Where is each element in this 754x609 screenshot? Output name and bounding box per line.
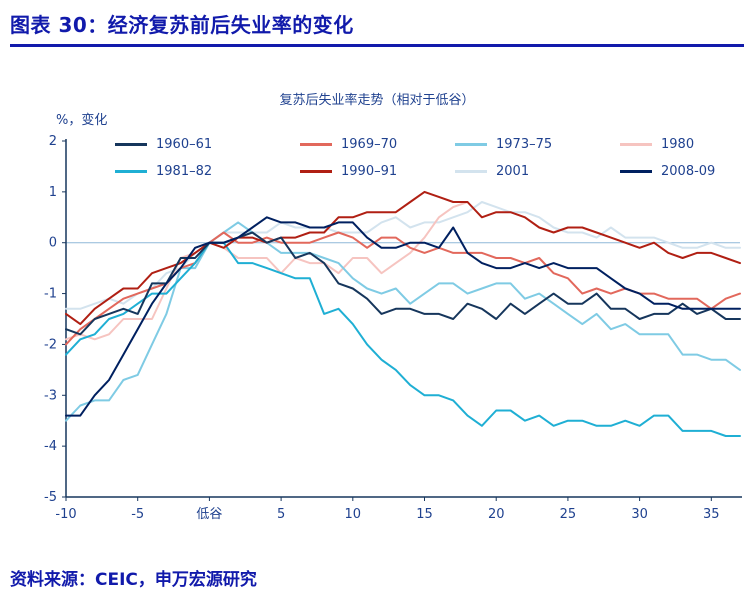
legend-row: 1981–82 1990–91 2001 2008-09 — [105, 158, 735, 185]
y-tick-label: 1 — [49, 185, 57, 200]
legend-label: 1981–82 — [156, 164, 213, 179]
y-tick-label: 0 — [49, 236, 57, 251]
legend-label: 1969–70 — [341, 137, 398, 152]
legend-swatch — [455, 143, 487, 146]
legend-item: 1990–91 — [300, 158, 397, 185]
x-tick-label: -10 — [55, 507, 76, 522]
series-1973–75 — [65, 221, 741, 422]
legend-swatch — [115, 143, 147, 146]
legend-swatch — [455, 170, 487, 173]
legend-item: 2001 — [455, 158, 529, 185]
figure-title: 图表 30：经济复苏前后失业率的变化 — [10, 13, 354, 37]
figure-header: 图表 30：经济复苏前后失业率的变化 — [0, 0, 754, 47]
chart-subtitle: 复苏后失业率走势（相对于低谷） — [279, 93, 475, 108]
x-tick-label: 低谷 — [196, 507, 222, 522]
figure-footer: 资料来源：CEIC，申万宏源研究 — [0, 537, 754, 590]
series-1960–61 — [65, 231, 741, 336]
series-2001 — [65, 201, 741, 310]
y-tick-label: -1 — [44, 287, 57, 302]
y-tick-label: -4 — [44, 439, 57, 454]
legend-item: 1960–61 — [115, 131, 212, 158]
line-chart: 210-1-2-3-4-5-10 -5 低谷 5 10 15 20 25 30 35 — [44, 134, 742, 522]
legend-swatch — [620, 143, 652, 146]
legend-swatch — [115, 170, 147, 173]
legend-label: 1990–91 — [341, 164, 398, 179]
x-tick-label: 25 — [560, 507, 577, 522]
legend-swatch — [300, 170, 332, 173]
legend-swatch — [620, 170, 652, 173]
legend-label: 2008-09 — [661, 164, 716, 179]
x-tick-label: 5 — [277, 507, 285, 522]
y-tick-label: 2 — [49, 134, 57, 149]
x-tick-label: 10 — [345, 507, 362, 522]
legend-label: 2001 — [496, 164, 530, 179]
chart-legend: 1960–61 1969–70 1973–75 1980 1981–82 1990–91 2… — [105, 131, 735, 185]
y-tick-label: -5 — [44, 490, 57, 505]
legend-swatch — [300, 143, 332, 146]
x-tick-label: 15 — [416, 507, 433, 522]
x-tick-label: 30 — [631, 507, 648, 522]
x-tick-label: 20 — [488, 507, 505, 522]
legend-item: 2008-09 — [620, 158, 715, 185]
legend-item: 1969–70 — [300, 131, 397, 158]
title-divider — [10, 44, 744, 47]
y-axis-label: %，变化 — [56, 113, 108, 128]
chart-area: 2 1 0 -1 -2 -3 -4 -5 -10 -5 低谷 5 10 15 20 25 30 35 复苏后失业率… — [0, 47, 754, 537]
legend-label: 1960–61 — [156, 137, 213, 152]
x-tick-label: 35 — [703, 507, 720, 522]
y-tick-label: -3 — [44, 388, 57, 403]
series-1980 — [65, 201, 469, 341]
x-tick-label: -5 — [131, 507, 144, 522]
legend-item: 1973–75 — [455, 131, 552, 158]
legend-label: 1980 — [661, 137, 695, 152]
legend-item: 1980 — [620, 131, 694, 158]
legend-item: 1981–82 — [115, 158, 212, 185]
series-1981–82 — [65, 241, 741, 437]
source-note: 资料来源：CEIC，申万宏源研究 — [10, 570, 257, 590]
series-2008-09 — [65, 216, 741, 417]
legend-label: 1973–75 — [496, 137, 553, 152]
legend-row: 1960–61 1969–70 1973–75 1980 — [105, 131, 735, 158]
y-tick-label: -2 — [44, 337, 57, 352]
